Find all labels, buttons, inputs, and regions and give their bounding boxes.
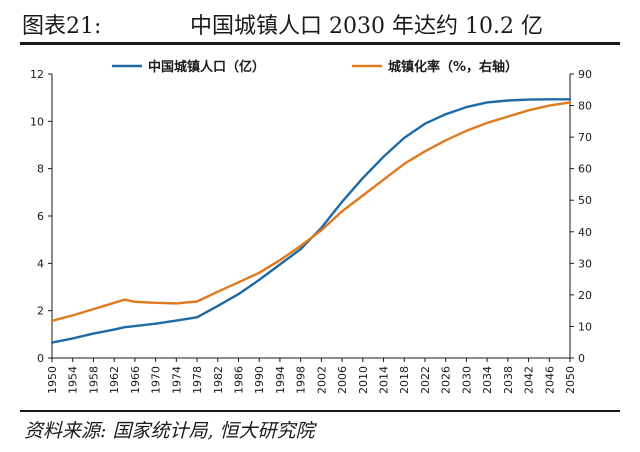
y-right-tick-label: 10 — [578, 320, 592, 333]
x-tick-label: 2002 — [315, 366, 328, 394]
x-tick-label: 1994 — [274, 366, 287, 394]
y-right-tick-label: 20 — [578, 289, 592, 302]
series-line-urban-population — [50, 98, 572, 344]
x-tick-label: 1970 — [150, 366, 163, 394]
y-left-tick-label: 12 — [30, 68, 44, 81]
y-left-tick-label: 0 — [37, 352, 44, 365]
y-left-tick-label: 4 — [37, 257, 44, 270]
x-tick-label: 1950 — [46, 366, 59, 394]
x-tick-label: 1990 — [253, 366, 266, 394]
x-tick-label: 2022 — [419, 366, 432, 394]
x-tick-label: 1974 — [170, 366, 183, 394]
y-left-tick-label: 6 — [37, 210, 44, 223]
x-tick-label: 1986 — [232, 366, 245, 394]
y-left-tick-label: 2 — [37, 305, 44, 318]
x-tick-label: 2046 — [543, 366, 556, 394]
x-tick-label: 2038 — [502, 366, 515, 394]
y-right-tick-label: 50 — [578, 194, 592, 207]
y-left-tick-label: 8 — [37, 163, 44, 176]
x-tick-label: 1962 — [108, 366, 121, 394]
series-line-urbanization-rate — [50, 101, 572, 322]
x-tick-label: 2018 — [398, 366, 411, 394]
x-tick-label: 2010 — [357, 366, 370, 394]
y-left-tick-label: 10 — [30, 115, 44, 128]
y-right-tick-label: 70 — [578, 131, 592, 144]
x-tick-label: 1982 — [212, 366, 225, 394]
x-tick-label: 2014 — [378, 366, 391, 394]
x-tick-label: 2042 — [523, 366, 536, 394]
x-tick-label: 2030 — [460, 366, 473, 394]
y-right-tick-label: 0 — [578, 352, 585, 365]
y-right-tick-label: 80 — [578, 100, 592, 113]
figure-header: 图表21: 中国城镇人口 2030 年达约 10.2 亿 — [0, 0, 640, 45]
x-tick-label: 2026 — [440, 366, 453, 394]
y-right-tick-label: 60 — [578, 163, 592, 176]
header-divider — [20, 42, 620, 45]
x-tick-label: 1958 — [87, 366, 100, 394]
y-right-tick-label: 40 — [578, 226, 592, 239]
x-tick-label: 2006 — [336, 366, 349, 394]
y-right-tick-label: 90 — [578, 68, 592, 81]
legend-item-urban-population-label: 中国城镇人口（亿） — [148, 59, 265, 75]
footer-divider — [20, 410, 620, 412]
figure-title: 中国城镇人口 2030 年达约 10.2 亿 — [190, 14, 543, 39]
x-tick-label: 1954 — [67, 366, 80, 394]
x-tick-label: 1998 — [295, 366, 308, 394]
legend-item-urbanization-rate-label: 城镇化率（%，右轴） — [388, 59, 518, 75]
source-note: 资料来源: 国家统计局, 恒大研究院 — [24, 420, 315, 442]
x-tick-label: 2034 — [481, 366, 494, 394]
x-tick-label: 1978 — [191, 366, 204, 394]
figure-label: 图表21: — [22, 14, 102, 39]
x-tick-label: 1966 — [129, 366, 142, 394]
y-right-tick-label: 30 — [578, 257, 592, 270]
x-tick-label: 2050 — [564, 366, 577, 394]
